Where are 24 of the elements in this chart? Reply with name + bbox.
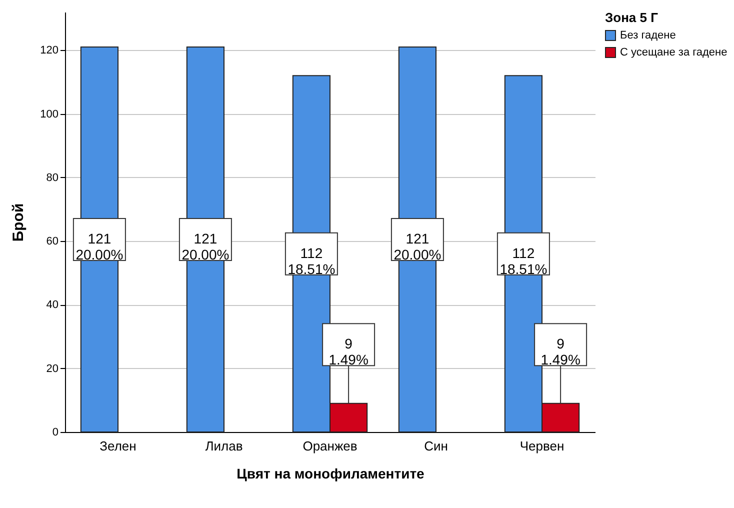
x-tick-label: Син xyxy=(424,438,448,454)
x-tick-label: Червен xyxy=(520,438,564,454)
x-axis-title: Цвят на монофиламентите xyxy=(236,466,425,482)
y-tick-label: 20 xyxy=(46,362,58,375)
data-label: 112 18.51% xyxy=(288,244,336,277)
data-label: 121 20.00% xyxy=(394,230,442,262)
data-label: 9 1.49% xyxy=(540,336,580,368)
x-tick-label: Зелен xyxy=(100,438,136,454)
x-tick-label: Лилав xyxy=(205,438,243,454)
data-label: 121 20.00% xyxy=(76,230,124,262)
legend-label: С усещане за гадене xyxy=(620,46,728,58)
y-axis-title: Брой xyxy=(10,203,28,242)
x-tick-label: Оранжев xyxy=(302,438,358,454)
legend-title: Зона 5 Г xyxy=(605,10,659,25)
data-label: 112 18.51% xyxy=(500,244,548,277)
y-tick-label: 60 xyxy=(46,236,58,248)
y-tick-label: 120 xyxy=(40,44,58,57)
y-tick-label: 100 xyxy=(40,108,58,120)
data-label: 121 20.00% xyxy=(182,230,230,262)
y-tick-label: 80 xyxy=(46,172,58,184)
legend-label: Без гадене xyxy=(620,30,676,42)
y-tick-label: 0 xyxy=(52,426,58,438)
data-label: 9 1.49% xyxy=(328,336,368,368)
y-tick-label: 40 xyxy=(46,299,58,312)
